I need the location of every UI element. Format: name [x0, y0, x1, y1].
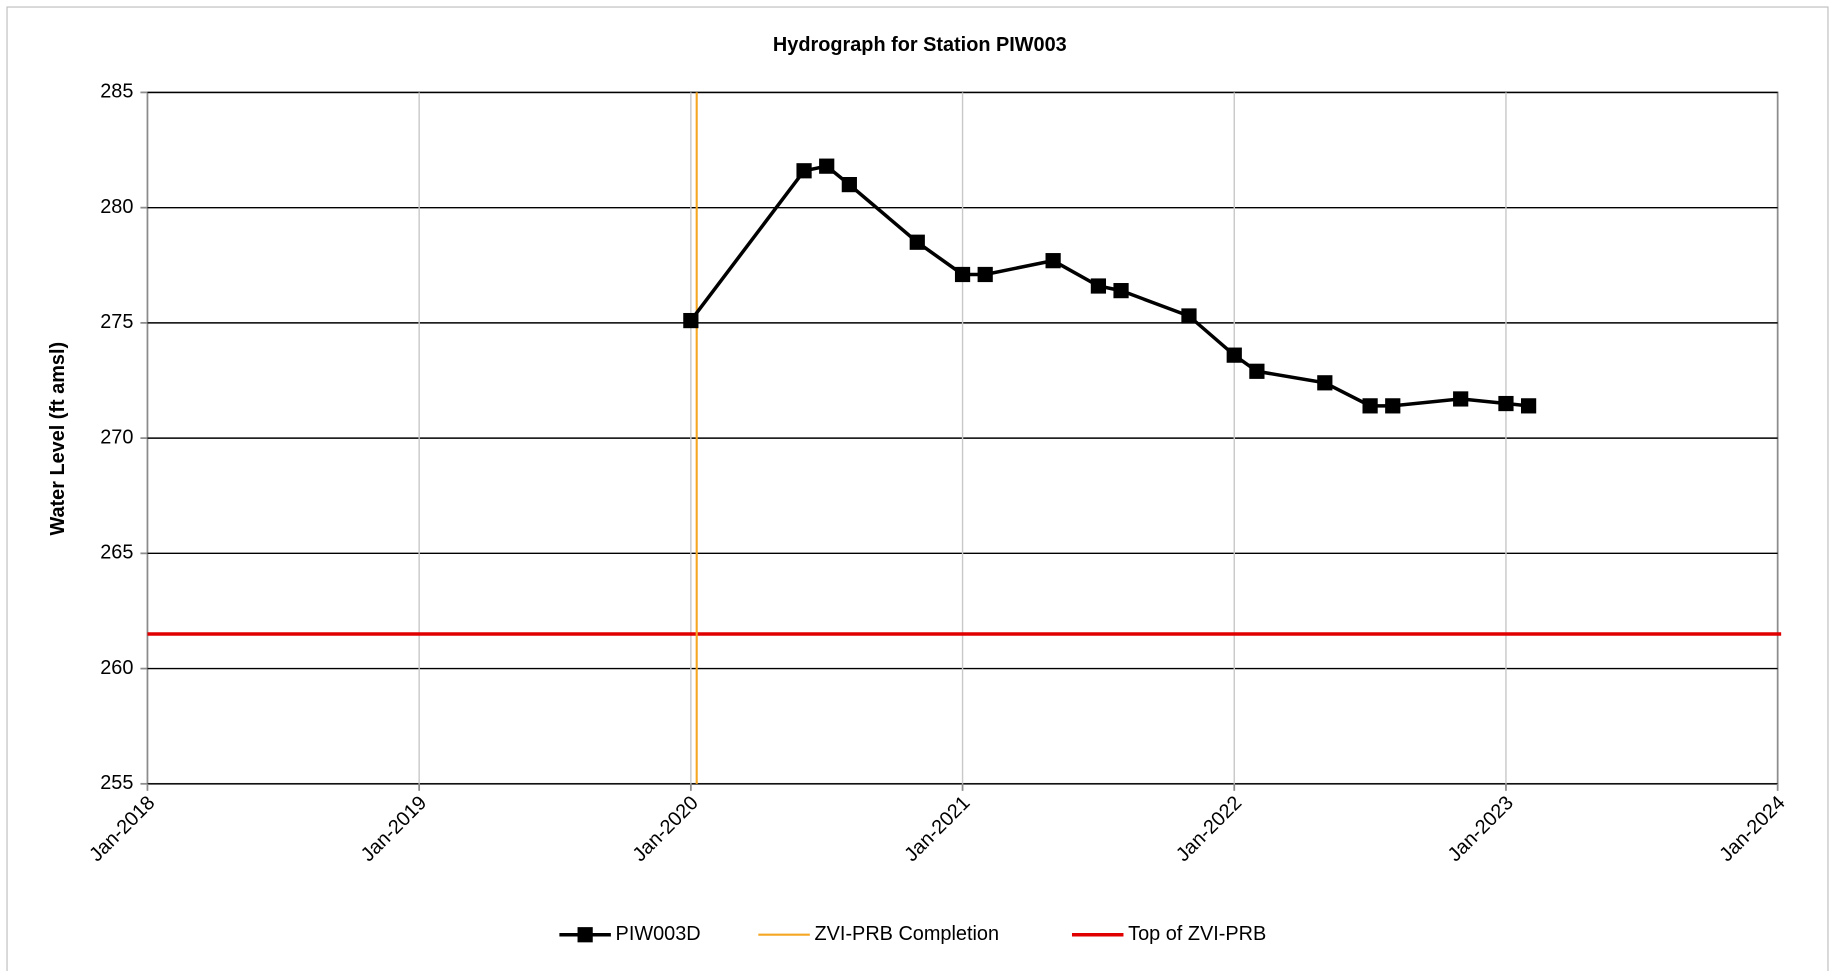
- data-point: [1385, 398, 1401, 414]
- legend-label: PIW003D: [616, 923, 701, 945]
- data-point: [1113, 283, 1129, 299]
- data-point: [1090, 278, 1107, 294]
- y-tick-label: 285: [100, 81, 133, 103]
- data-point: [1249, 363, 1265, 379]
- data-point: [954, 266, 971, 283]
- chart-frame: [6, 6, 1829, 971]
- y-tick-label: 280: [100, 196, 133, 218]
- legend-label: Top of ZVI-PRB: [1128, 923, 1266, 945]
- data-point: [1520, 398, 1537, 414]
- data-point: [1226, 347, 1242, 363]
- legend-label: ZVI-PRB Completion: [815, 923, 1000, 945]
- legend: PIW003D ZVI-PRB Completion Top of ZVI-PRB: [559, 923, 1266, 945]
- y-axis-label: Water Level (ft amsl): [47, 342, 69, 536]
- data-point: [1045, 253, 1061, 269]
- data-point: [1317, 375, 1333, 391]
- data-point: [977, 266, 993, 283]
- data-point: [683, 312, 699, 329]
- data-point: [1181, 308, 1197, 324]
- legend-marker: [577, 927, 593, 943]
- y-tick-label: 255: [100, 772, 133, 794]
- data-point: [819, 158, 835, 174]
- data-point: [1453, 391, 1469, 407]
- y-tick-label: 265: [100, 542, 133, 564]
- data-point: [909, 234, 925, 250]
- data-point: [841, 177, 857, 193]
- chart-title: Hydrograph for Station PIW003: [773, 34, 1067, 56]
- data-point: [1362, 398, 1378, 414]
- y-tick-label: 275: [100, 311, 133, 333]
- data-point: [1498, 395, 1514, 412]
- data-point: [796, 163, 812, 179]
- y-tick-label: 260: [100, 657, 133, 679]
- y-tick-label: 270: [100, 426, 133, 448]
